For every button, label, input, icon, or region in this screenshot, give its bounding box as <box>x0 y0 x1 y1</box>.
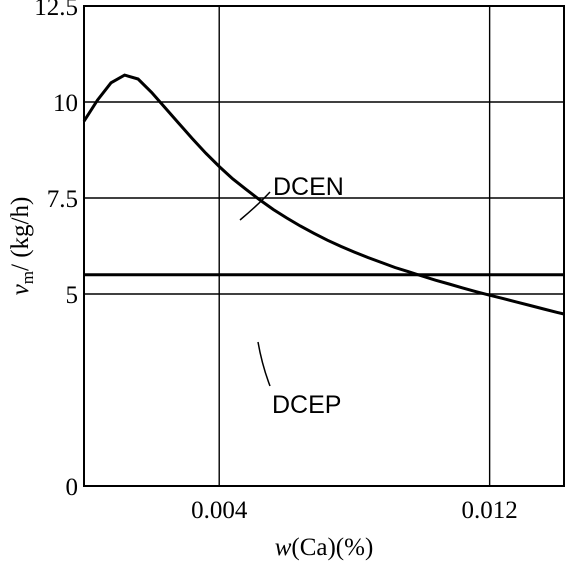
series-label-dcen: DCEN <box>273 173 344 201</box>
y-tick-label: 10 <box>53 90 78 117</box>
y-axis-label-subscript: m <box>18 271 37 284</box>
y-axis-label: vm/ (kg/h) <box>7 197 37 296</box>
y-tick-label: 0 <box>66 474 79 501</box>
y-axis-label-variable: v <box>7 283 34 295</box>
series-label-dcep: DCEP <box>272 391 341 419</box>
x-axis-label: w(Ca)(%) <box>275 534 374 561</box>
series-annotations: DCEN DCEP <box>239 173 344 419</box>
series-layer <box>82 73 565 316</box>
x-tick-label: 0.012 <box>462 497 518 524</box>
y-tick-label: 7.5 <box>47 186 78 213</box>
x-axis-label-rest: (Ca)(%) <box>291 534 373 561</box>
x-axis-label-variable: w <box>275 534 292 561</box>
series-label-dcen-leader <box>239 191 271 221</box>
series-label-dcep-leader <box>257 341 271 387</box>
series-line-dcen <box>82 73 565 316</box>
y-axis-label-unit: / (kg/h) <box>7 197 34 271</box>
x-tick-label: 0.004 <box>191 497 248 524</box>
plot-frame <box>83 5 565 487</box>
tick-labels: 0 5 7.5 10 12.5 0.004 0.012 <box>34 0 518 524</box>
y-tick-label: 5 <box>66 282 79 309</box>
y-tick-label: 12.5 <box>34 0 78 21</box>
